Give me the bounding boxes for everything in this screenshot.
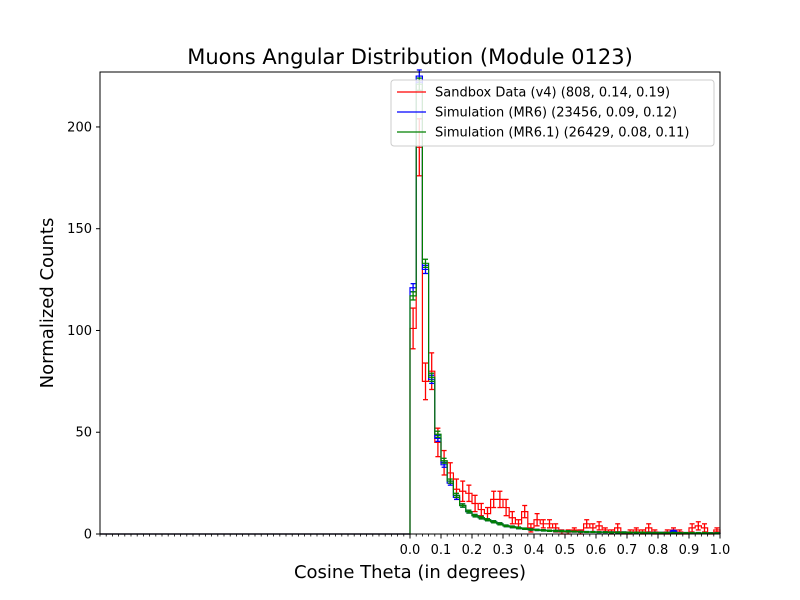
legend-entry: Sandbox Data (v4) (808, 0.14, 0.19) bbox=[435, 86, 670, 101]
x-tick-label: 0.2 bbox=[462, 543, 483, 558]
x-tick-label: 1.0 bbox=[710, 543, 731, 558]
axes: 0 50 100 150 200 0.0 0.1 0.2 0.3 0.4 0.5 0.6 0.7 0.8 0… bbox=[67, 71, 731, 558]
y-tick-label: 0 bbox=[84, 528, 92, 543]
x-tick-label: 0.4 bbox=[524, 543, 545, 558]
series-3-step-line bbox=[100, 83, 721, 535]
plot-area bbox=[100, 69, 721, 535]
legend-entry: Simulation (MR6) (23456, 0.09, 0.12) bbox=[435, 106, 677, 121]
x-tick-label: 0.0 bbox=[400, 543, 421, 558]
x-tick-label: 0.6 bbox=[586, 543, 607, 558]
legend: Sandbox Data (v4) (808, 0.14, 0.19) Simul… bbox=[390, 79, 715, 147]
y-tick-label: 100 bbox=[67, 324, 92, 339]
x-tick-label: 0.1 bbox=[431, 543, 452, 558]
x-tick-label: 0.7 bbox=[617, 543, 638, 558]
y-tick-label: 50 bbox=[75, 426, 92, 441]
chart-title: Muons Angular Distribution (Module 0123) bbox=[187, 45, 633, 69]
x-tick-label: 0.3 bbox=[493, 543, 514, 558]
y-tick-label: 200 bbox=[67, 120, 92, 135]
y-tick-label: 150 bbox=[67, 222, 92, 237]
x-axis-title: Cosine Theta (in degrees) bbox=[294, 562, 526, 583]
legend-entry: Simulation (MR6.1) (26429, 0.08, 0.11) bbox=[435, 126, 690, 141]
x-tick-label: 0.8 bbox=[648, 543, 669, 558]
series-3 bbox=[100, 77, 721, 535]
x-tick-label: 0.9 bbox=[679, 543, 700, 558]
y-axis-title: Normalized Counts bbox=[37, 218, 58, 389]
x-tick-label: 0.5 bbox=[555, 543, 576, 558]
legend-box bbox=[390, 79, 715, 147]
